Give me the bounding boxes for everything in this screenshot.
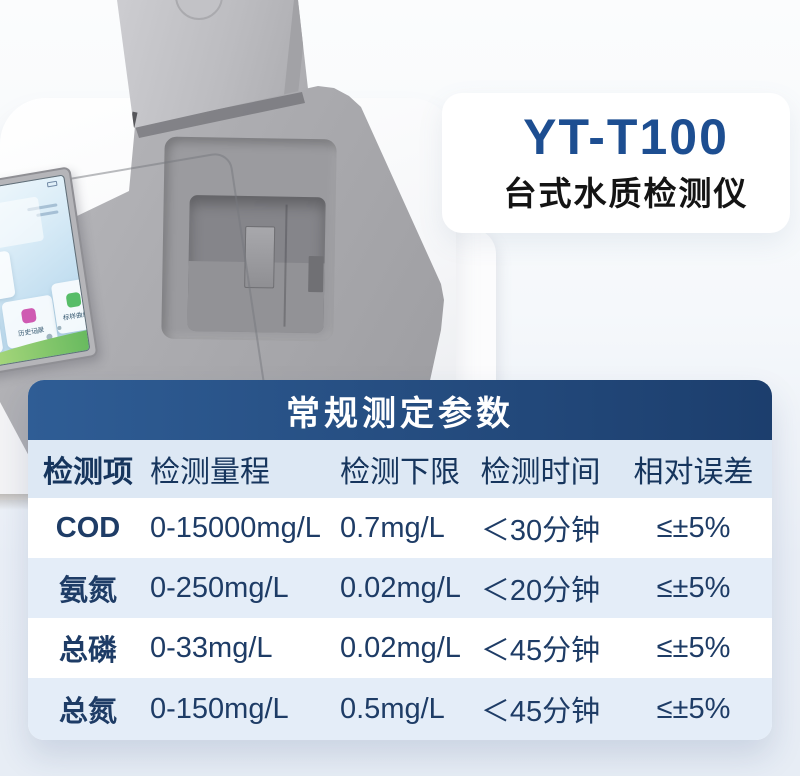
product-name: 台式水质检测仪 — [503, 175, 749, 213]
table-cell: 0.5mg/L — [340, 692, 445, 725]
table-cell: 0-15000mg/L — [150, 511, 321, 544]
history-icon — [20, 307, 37, 324]
table-cell: ≤±5% — [656, 511, 731, 544]
cuvette-slot — [308, 256, 324, 293]
lid-edge — [283, 0, 308, 96]
table-cell: ＜45分钟 — [480, 696, 601, 728]
column-header: 相对误差 — [633, 456, 754, 489]
battery-icon — [46, 180, 58, 188]
device-photo: 项目管理 仪器设置 历史记录 标样曲线 — [0, 0, 496, 510]
spec-table: 常规测定参数 检测项 检测量程 检测下限 检测时间 相对误差 COD 0-150… — [28, 380, 772, 740]
table-cell: 氨氮 — [58, 575, 117, 607]
table-cell: 0.02mg/L — [340, 631, 461, 664]
table-cell: 0-33mg/L — [150, 631, 273, 664]
table-cell: ＜30分钟 — [480, 515, 601, 547]
column-header: 检测时间 — [480, 456, 601, 489]
table-cell: 0-150mg/L — [150, 692, 289, 725]
table-cell: ≤±5% — [656, 571, 731, 604]
table-cell: ≤±5% — [656, 631, 731, 664]
column-header: 检测项 — [43, 456, 133, 489]
product-title-card: YT-T100 台式水质检测仪 — [442, 93, 790, 233]
column-header: 检测量程 — [150, 456, 270, 489]
table-row: 总氮 0-150mg/L 0.5mg/L ＜45分钟 ≤±5% — [28, 678, 772, 740]
screen-tile-project: 项目管理 — [0, 250, 16, 306]
screen-tile-label: 历史记录 — [17, 326, 45, 338]
table-cell: 总氮 — [58, 696, 117, 728]
table-row: 氨氮 0-250mg/L 0.02mg/L ＜20分钟 ≤±5% — [28, 558, 772, 618]
spec-table-title: 常规测定参数 — [28, 380, 772, 440]
table-cell: 0.02mg/L — [340, 571, 461, 604]
product-model: YT-T100 — [523, 108, 729, 165]
table-cell: ≤±5% — [656, 692, 731, 725]
table-cell: COD — [55, 511, 121, 544]
table-cell: 0-250mg/L — [150, 571, 289, 604]
device-shadow — [0, 494, 34, 510]
table-cell: 0.7mg/L — [340, 511, 445, 544]
table-header-row: 检测项 检测量程 检测下限 检测时间 相对误差 — [28, 440, 772, 498]
table-cell: 总磷 — [58, 635, 117, 667]
screen-tile-label: 标样曲线 — [62, 310, 90, 322]
table-cell: ＜20分钟 — [480, 575, 601, 607]
lid-notch — [175, 0, 223, 20]
table-cell: ＜45分钟 — [480, 635, 601, 667]
curve-icon — [65, 291, 82, 308]
table-row: 总磷 0-33mg/L 0.02mg/L ＜45分钟 ≤±5% — [28, 618, 772, 678]
screen-photo-tile — [0, 196, 45, 252]
table-row: COD 0-15000mg/L 0.7mg/L ＜30分钟 ≤±5% — [28, 498, 772, 558]
column-header: 检测下限 — [340, 456, 460, 489]
